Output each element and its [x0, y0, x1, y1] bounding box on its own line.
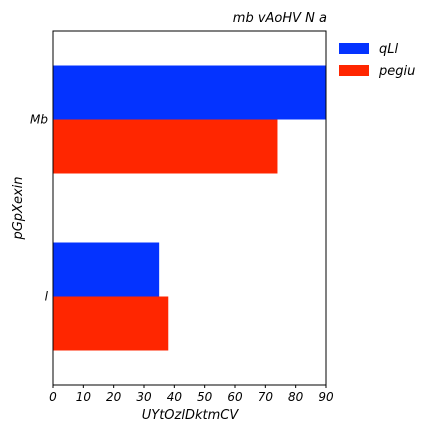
bar-pegiu-Mb	[53, 119, 278, 174]
x-axis-ticks: 0 10 20 30 40 50 60 70 80 90	[49, 385, 334, 404]
plot-frame	[52, 30, 327, 386]
x-tick-label: 30	[136, 390, 152, 404]
x-tick-label: 20	[106, 390, 122, 404]
legend-label-qLl: qLl	[379, 42, 398, 57]
bar-qLl-Mb	[53, 65, 326, 120]
x-axis-label: UYtOzlDktmCV	[142, 408, 240, 423]
chart-title: mb vAoHV N a	[233, 11, 327, 26]
y-axis-ticks: Mb l	[30, 113, 49, 304]
x-tick-label: 70	[258, 390, 274, 404]
x-tick-label: 90	[318, 390, 334, 404]
x-tick-label: 40	[167, 390, 183, 404]
y-axis-label: pGpXexin	[11, 176, 26, 240]
x-tick-label: 60	[227, 390, 243, 404]
legend-swatch-pegiu	[339, 65, 369, 76]
y-tick-label: l	[45, 290, 49, 304]
bars-layer	[53, 65, 326, 351]
bar-qLl-l	[53, 242, 160, 297]
x-tick-label: 80	[288, 390, 304, 404]
x-tick-label: 0	[49, 390, 57, 404]
x-tick-label: 10	[76, 390, 92, 404]
legend-label-pegiu: pegiu	[378, 64, 415, 79]
legend-swatch-qLl	[339, 43, 369, 54]
y-tick-label: Mb	[30, 113, 48, 127]
legend: qLl pegiu	[339, 42, 415, 79]
x-tick-label: 50	[197, 390, 213, 404]
bar-pegiu-l	[53, 296, 169, 351]
